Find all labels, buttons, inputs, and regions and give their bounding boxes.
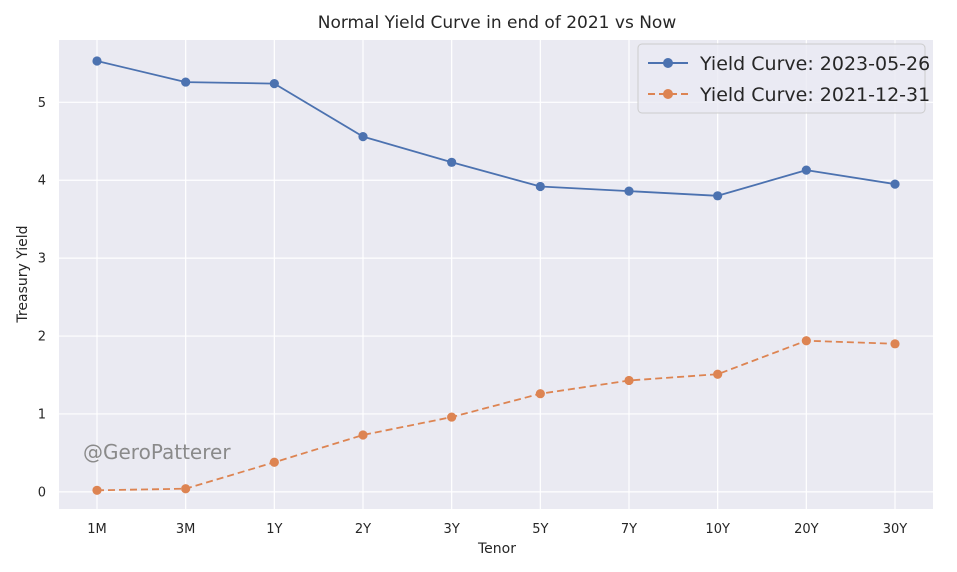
y-tick-label: 4 [38, 174, 46, 189]
x-tick-label: 30Y [883, 522, 908, 537]
data-point-series-1 [801, 165, 811, 175]
data-point-series-2 [269, 457, 279, 467]
y-tick-label: 2 [38, 330, 46, 345]
data-point-series-1 [92, 56, 102, 66]
x-axis-label: Tenor [477, 541, 516, 557]
data-point-series-2 [92, 485, 102, 495]
data-point-series-2 [801, 336, 811, 346]
data-point-series-2 [535, 389, 545, 399]
legend-marker-series-1 [663, 58, 673, 68]
legend-marker-series-2 [663, 89, 673, 99]
series-line-2 [96, 339, 896, 492]
series-group [92, 56, 900, 495]
x-tick-label: 1Y [266, 522, 282, 537]
y-tick-labels: 0 1 2 3 4 5 [38, 96, 46, 501]
grid [59, 40, 933, 509]
data-point-series-2 [181, 484, 191, 494]
x-tick-label: 1M [87, 522, 107, 537]
data-point-series-1 [181, 77, 191, 87]
x-tick-label: 3Y [444, 522, 460, 537]
x-tick-label: 2Y [355, 522, 371, 537]
data-point-series-1 [713, 191, 723, 201]
legend-box [637, 43, 926, 114]
x-tick-label: 20Y [794, 522, 819, 537]
x-tick-label: 3M [176, 522, 196, 537]
y-tick-label: 0 [38, 485, 46, 500]
data-point-series-2 [447, 412, 457, 422]
data-point-series-1 [624, 186, 634, 196]
x-tick-label: 10Y [705, 522, 730, 537]
x-tick-label: 5Y [532, 522, 548, 537]
data-point-series-1 [269, 79, 279, 89]
legend-label-series-2: Yield Curve: 2021-12-31 [699, 84, 930, 106]
data-point-series-1 [890, 179, 900, 189]
data-point-series-1 [447, 157, 457, 167]
y-tick-label: 3 [38, 252, 46, 267]
data-point-series-2 [624, 375, 634, 386]
chart-title: Normal Yield Curve in end of 2021 vs Now [318, 13, 677, 33]
y-tick-label: 1 [38, 407, 46, 422]
data-point-series-2 [713, 369, 723, 379]
data-point-series-2 [890, 339, 900, 349]
data-point-series-1 [535, 181, 545, 192]
data-point-series-2 [358, 430, 368, 440]
series-line-1 [96, 60, 896, 197]
watermark: @GeroPatterer [83, 440, 231, 464]
y-axis-label: Treasury Yield [15, 225, 31, 323]
x-tick-labels: 1M 3M 1Y 2Y 3Y 5Y 7Y 10Y 20Y 30Y [87, 522, 907, 537]
x-tick-label: 7Y [621, 522, 637, 537]
legend-label-series-1: Yield Curve: 2023-05-26 [699, 53, 930, 75]
data-point-series-1 [358, 132, 368, 142]
y-tick-label: 5 [38, 96, 46, 111]
legend: Yield Curve: 2023-05-26 Yield Curve: 202… [637, 43, 930, 114]
plot-area [59, 40, 933, 509]
